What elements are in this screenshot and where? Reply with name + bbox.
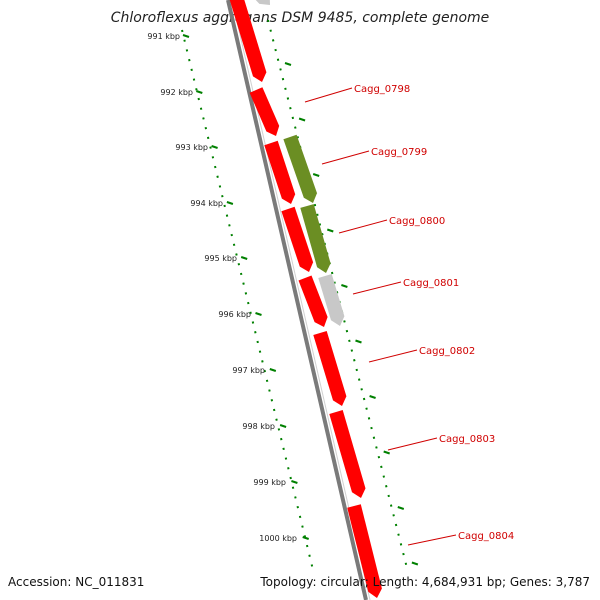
gene-label-leader-line (304, 87, 353, 103)
inner-scale-tick (182, 34, 190, 38)
scale-tick-label: 997 kbp (232, 366, 265, 375)
inner-scale-tick (302, 536, 310, 540)
gene-arrow-rna (300, 204, 331, 273)
gene-label: Cagg_0799 (371, 147, 427, 158)
gene-label: Cagg_0804 (458, 531, 514, 542)
outer-scale-tick (383, 450, 390, 455)
inner-scale-tick (195, 90, 203, 94)
inner-scale-tick (211, 145, 218, 149)
gene-label-leader-line (368, 349, 418, 363)
outer-scale-tick (326, 228, 334, 233)
gene-label-leader-line (338, 219, 388, 234)
inner-scale-tick (291, 480, 298, 484)
gene-arrow-pseudo (318, 274, 345, 326)
accession-text: Accession: NC_011831 (8, 575, 145, 589)
gene-label: Cagg_0801 (403, 278, 459, 289)
gene-arrow-pseudo (255, 0, 270, 5)
gene-arrow-cds (249, 87, 280, 136)
gene-label-leader-line (387, 437, 438, 451)
gene-label-leader-line (321, 150, 370, 165)
scale-tick-label: 995 kbp (204, 254, 237, 263)
gene-label: Cagg_0800 (389, 216, 445, 227)
inner-scale-tick (269, 368, 277, 372)
outer-scale-tick (355, 339, 362, 344)
inner-scale-tick (226, 201, 234, 205)
genome-title: Chloroflexus aggregans DSM 9485, complet… (110, 10, 490, 26)
gene-arrow-cds (329, 410, 366, 498)
gene-arrow-cds (347, 504, 382, 598)
gene-label: Cagg_0802 (419, 346, 475, 357)
scale-tick-label: 999 kbp (253, 478, 286, 487)
genome-backbone-line (226, 0, 368, 600)
inner-scale-tick (240, 256, 248, 260)
scale-tick-label: 996 kbp (218, 310, 251, 319)
inner-scale-dotted-line (181, 29, 314, 571)
genome-summary-text: Topology: circular; Length: 4,684,931 bp… (260, 575, 590, 589)
outer-scale-tick (284, 62, 292, 66)
scale-tick-label: 1000 kbp (259, 534, 297, 543)
gene-arrow-cds (264, 140, 296, 204)
gene-label: Cagg_0803 (439, 434, 495, 445)
outer-scale-tick (397, 506, 405, 510)
scale-tick-label: 998 kbp (242, 422, 275, 431)
scale-tick-label: 993 kbp (175, 143, 208, 152)
gene-arrow-cds (229, 0, 267, 82)
inner-scale-tick (255, 312, 262, 316)
outer-scale-tick (312, 173, 320, 177)
gene-label-leader-line (352, 281, 402, 295)
outer-scale-tick (369, 395, 376, 399)
scale-tick-label: 991 kbp (147, 32, 180, 41)
gene-label-leader-line (407, 534, 457, 546)
scale-tick-label: 994 kbp (190, 199, 223, 208)
outer-scale-tick (341, 284, 348, 288)
inner-scale-tick (279, 424, 287, 428)
gene-arrow-cds (313, 331, 347, 406)
outer-scale-tick (411, 561, 419, 566)
gene-arrow-cds (298, 275, 328, 327)
scale-tick-label: 992 kbp (160, 88, 193, 97)
gene-label: Cagg_0798 (354, 84, 410, 95)
gene-arrow-cds (281, 206, 314, 272)
gene-arrow-rna (283, 134, 317, 203)
outer-scale-tick (298, 117, 306, 122)
